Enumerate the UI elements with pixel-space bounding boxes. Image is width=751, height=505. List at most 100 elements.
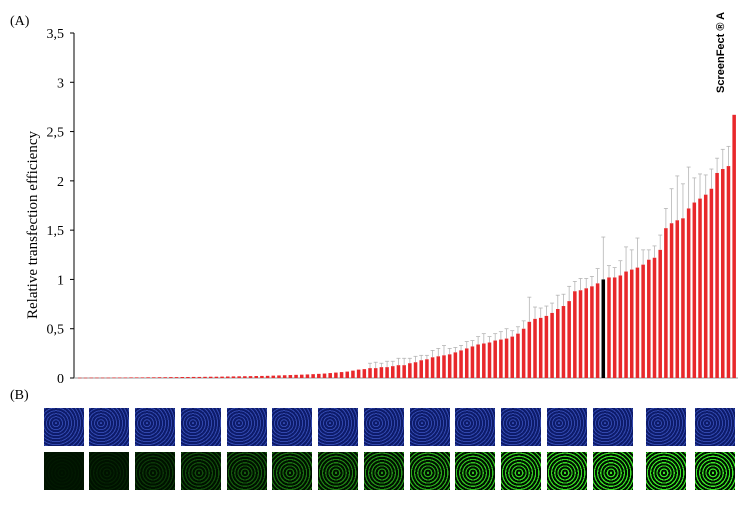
bar (459, 350, 463, 378)
bar (203, 376, 207, 378)
bar (641, 264, 645, 378)
bar (527, 321, 532, 378)
bar (78, 377, 82, 379)
chart-bars (78, 114, 736, 379)
dapi-image-tile (181, 408, 221, 446)
bar (618, 275, 623, 378)
bar (373, 368, 378, 378)
bar (425, 359, 429, 378)
bar (516, 333, 520, 378)
gfp-image-tile (227, 452, 267, 490)
bar (83, 377, 88, 379)
bar (573, 291, 577, 378)
gfp-image-tile (695, 452, 735, 490)
bar (288, 375, 293, 378)
bar (169, 377, 173, 378)
bar (408, 363, 412, 378)
bar (658, 249, 662, 378)
chart-axes: 0 0,5 1 1,5 2 2,5 3 3,5 (47, 27, 738, 387)
bar (237, 376, 241, 378)
bar (584, 288, 588, 378)
bar (248, 376, 253, 378)
bar (504, 338, 509, 378)
bar (163, 377, 167, 378)
bar (123, 377, 128, 379)
bar (686, 208, 691, 378)
gfp-image-tile (272, 452, 312, 490)
bar (607, 277, 611, 378)
bar (362, 369, 367, 378)
bar (544, 315, 549, 378)
bar (174, 377, 179, 378)
bar (140, 377, 145, 379)
bar (453, 352, 458, 378)
bar (533, 318, 537, 378)
dapi-image-tile (272, 408, 312, 446)
gfp-image-tile (646, 452, 686, 490)
bar (675, 220, 680, 378)
bar (550, 312, 554, 378)
bar (419, 360, 423, 378)
y-tick-label: 2,5 (47, 126, 65, 141)
panel-b-label: (B) (10, 388, 29, 403)
bar (430, 357, 435, 378)
dapi-image-tile (227, 408, 267, 446)
bar (334, 372, 338, 378)
dapi-image-tile (135, 408, 175, 446)
bar (561, 306, 566, 378)
y-tick-label: 0,5 (47, 323, 65, 338)
bar (436, 356, 441, 378)
y-tick-label: 0 (57, 372, 64, 387)
bar (260, 375, 264, 378)
bar (647, 259, 651, 378)
bar (681, 218, 685, 378)
bar (464, 348, 469, 378)
dapi-image-tile (695, 408, 735, 446)
y-tick-label: 3 (57, 76, 64, 91)
bar (698, 198, 702, 378)
bar (635, 267, 640, 378)
dapi-image-tile (547, 408, 587, 446)
bar (442, 355, 446, 378)
bar (157, 377, 162, 378)
bar (538, 317, 543, 378)
bar (652, 257, 657, 378)
bar (339, 372, 344, 378)
gfp-image-tile (501, 452, 541, 490)
dapi-image-tile (455, 408, 495, 446)
bar (487, 342, 492, 378)
bar (413, 362, 418, 378)
gfp-image-tile (135, 452, 175, 490)
bar (470, 346, 475, 378)
bar (95, 377, 99, 379)
bar (721, 169, 725, 378)
gfp-image-tile (455, 452, 495, 490)
screenfect-annotation: ScreenFect ® A (715, 12, 727, 93)
bar (106, 377, 111, 379)
bar (482, 343, 486, 378)
y-tick-label: 1 (57, 273, 64, 288)
bar (396, 365, 401, 378)
gfp-image-tile (410, 452, 450, 490)
bar (629, 269, 634, 378)
bar (317, 373, 321, 378)
y-tick-label: 2 (57, 175, 64, 190)
dapi-image-tile (364, 408, 404, 446)
bar (186, 377, 190, 378)
bar (328, 373, 332, 378)
bar (692, 202, 697, 378)
bar (254, 376, 258, 378)
bar (510, 336, 515, 378)
bar (112, 377, 116, 379)
bar (214, 376, 219, 378)
bar (271, 375, 276, 378)
bar (220, 376, 224, 378)
bar (385, 367, 389, 378)
bar (715, 172, 719, 378)
dapi-image-tile (646, 408, 686, 446)
bar (493, 340, 497, 378)
bar (379, 367, 384, 378)
bar (180, 377, 185, 378)
dapi-image-tile (318, 408, 358, 446)
bar (208, 376, 213, 378)
